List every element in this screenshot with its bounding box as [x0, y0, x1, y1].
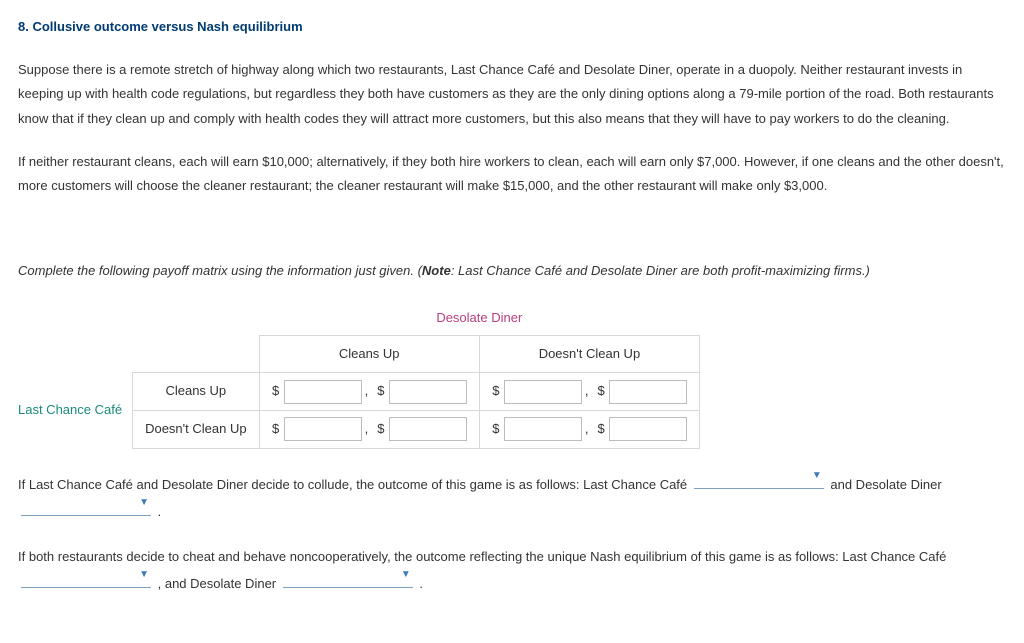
row-header-cleans-up: Cleans Up	[133, 373, 259, 411]
payoff-input-r2c1-a[interactable]	[284, 417, 362, 441]
row-player-label: Last Chance Café	[18, 373, 133, 448]
col-header-cleans-up: Cleans Up	[259, 335, 479, 373]
currency-symbol: $	[595, 379, 607, 404]
chevron-down-icon: ▼	[139, 492, 149, 513]
col-header-doesnt-clean-up: Doesn't Clean Up	[479, 335, 699, 373]
chevron-down-icon: ▼	[139, 564, 149, 585]
payoff-input-r2c1-b[interactable]	[389, 417, 467, 441]
currency-symbol: $	[490, 379, 502, 404]
payoff-matrix: Desolate Diner Cleans Up Doesn't Clean U…	[18, 302, 1006, 449]
currency-symbol: $	[270, 417, 282, 442]
matrix-instructions: Complete the following payoff matrix usi…	[18, 259, 1006, 284]
q1-post: .	[154, 504, 161, 519]
collusion-question: If Last Chance Café and Desolate Diner d…	[18, 471, 1006, 526]
currency-symbol: $	[490, 417, 502, 442]
currency-symbol: $	[595, 417, 607, 442]
instructions-pre: Complete the following payoff matrix usi…	[18, 263, 422, 278]
separator: ,	[585, 421, 589, 436]
cell-doesnt-cleans: $, $	[259, 410, 479, 448]
scenario-paragraph-2: If neither restaurant cleans, each will …	[18, 150, 1006, 199]
separator: ,	[585, 383, 589, 398]
cell-doesnt-doesnt: $, $	[479, 410, 699, 448]
collusion-dd-dropdown[interactable]: ▼	[21, 499, 151, 516]
separator: ,	[365, 421, 369, 436]
payoff-input-r2c2-b[interactable]	[609, 417, 687, 441]
chevron-down-icon: ▼	[812, 465, 822, 486]
nash-question: If both restaurants decide to cheat and …	[18, 543, 1006, 598]
payoff-input-r2c2-a[interactable]	[504, 417, 582, 441]
separator: ,	[365, 383, 369, 398]
question-heading: 8. Collusive outcome versus Nash equilib…	[18, 15, 1006, 40]
scenario-paragraph-1: Suppose there is a remote stretch of hig…	[18, 58, 1006, 132]
q2-mid: , and Desolate Diner	[154, 576, 280, 591]
row-header-doesnt-clean-up: Doesn't Clean Up	[133, 410, 259, 448]
payoff-input-r1c2-b[interactable]	[609, 380, 687, 404]
nash-dd-dropdown[interactable]: ▼	[283, 571, 413, 588]
currency-symbol: $	[375, 379, 387, 404]
currency-symbol: $	[375, 417, 387, 442]
q2-pre: If both restaurants decide to cheat and …	[18, 549, 946, 564]
q2-post: .	[416, 576, 423, 591]
instructions-post: : Last Chance Café and Desolate Diner ar…	[451, 263, 870, 278]
cell-cleans-doesnt: $, $	[479, 373, 699, 411]
payoff-input-r1c2-a[interactable]	[504, 380, 582, 404]
nash-lcc-dropdown[interactable]: ▼	[21, 571, 151, 588]
payoff-input-r1c1-b[interactable]	[389, 380, 467, 404]
chevron-down-icon: ▼	[401, 564, 411, 585]
payoff-input-r1c1-a[interactable]	[284, 380, 362, 404]
column-player-label: Desolate Diner	[259, 302, 700, 335]
note-label: Note	[422, 263, 451, 278]
q1-mid: and Desolate Diner	[827, 477, 942, 492]
currency-symbol: $	[270, 379, 282, 404]
collusion-lcc-dropdown[interactable]: ▼	[694, 472, 824, 489]
cell-cleans-cleans: $, $	[259, 373, 479, 411]
q1-pre: If Last Chance Café and Desolate Diner d…	[18, 477, 691, 492]
